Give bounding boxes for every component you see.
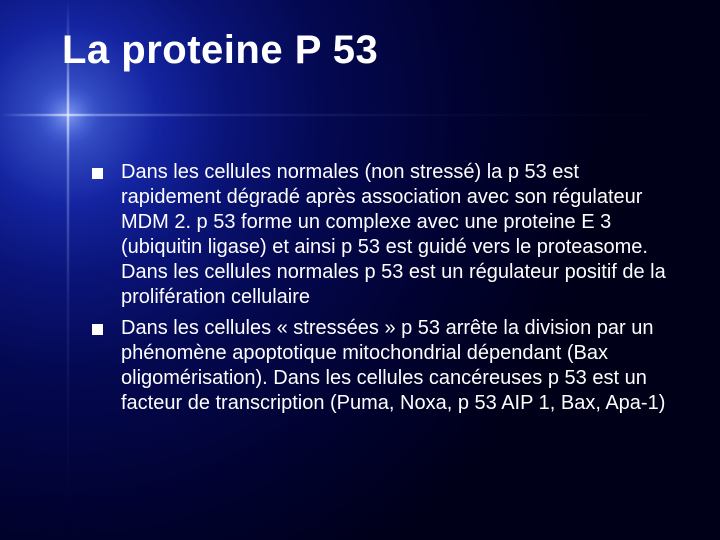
slide-title: La proteine P 53 [62,28,378,73]
slide-body: Dans les cellules normales (non stressé)… [92,160,680,422]
slide: La proteine P 53 Dans les cellules norma… [0,0,720,540]
bullet-item: Dans les cellules « stressées » p 53 arr… [92,316,680,416]
square-bullet-icon [92,168,103,179]
bullet-text: Dans les cellules normales (non stressé)… [121,160,680,310]
lens-flare-horizontal [0,114,720,116]
bullet-item: Dans les cellules normales (non stressé)… [92,160,680,310]
square-bullet-icon [92,324,103,335]
lens-flare-vertical [67,0,69,540]
bullet-text: Dans les cellules « stressées » p 53 arr… [121,316,680,416]
